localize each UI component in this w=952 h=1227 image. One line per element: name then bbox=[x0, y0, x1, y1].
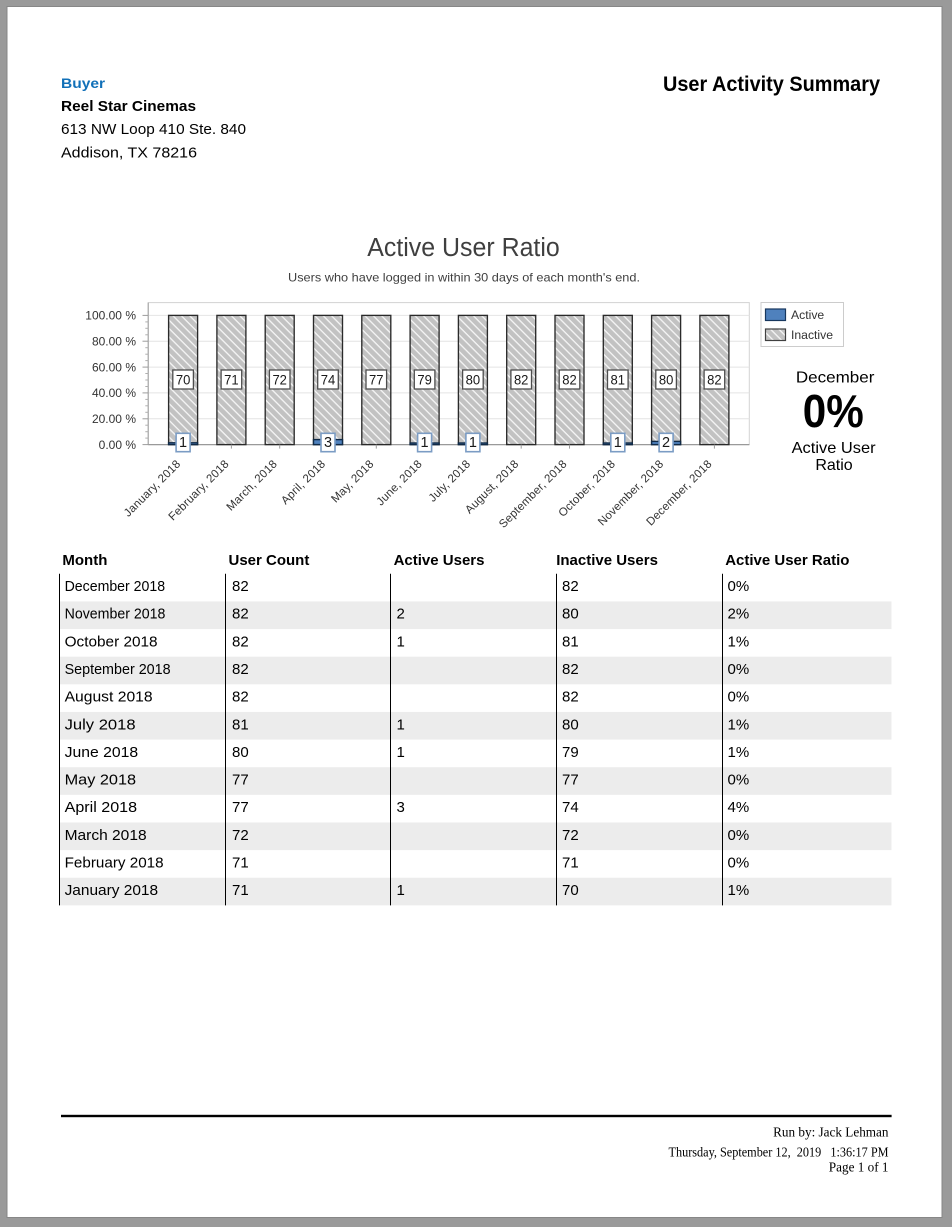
svg-text:1: 1 bbox=[614, 435, 622, 451]
svg-text:40.00 %: 40.00 % bbox=[92, 386, 136, 400]
svg-text:Active User Ratio: Active User Ratio bbox=[725, 552, 849, 569]
svg-text:82: 82 bbox=[232, 578, 249, 595]
svg-text:User Count: User Count bbox=[229, 552, 310, 569]
svg-text:November 2018: November 2018 bbox=[65, 606, 166, 623]
svg-text:0%: 0% bbox=[728, 827, 750, 844]
svg-text:82: 82 bbox=[562, 661, 579, 678]
svg-text:1: 1 bbox=[397, 633, 405, 650]
svg-text:1: 1 bbox=[469, 435, 477, 451]
svg-text:1%: 1% bbox=[728, 716, 750, 733]
svg-text:20.00 %: 20.00 % bbox=[92, 412, 136, 426]
svg-text:Buyer: Buyer bbox=[61, 75, 106, 91]
svg-text:82: 82 bbox=[562, 689, 579, 706]
svg-text:2: 2 bbox=[662, 435, 670, 451]
svg-text:0%: 0% bbox=[728, 578, 750, 595]
svg-text:60.00 %: 60.00 % bbox=[92, 360, 136, 374]
svg-text:3: 3 bbox=[397, 799, 405, 816]
svg-text:Reel Star Cinemas: Reel Star Cinemas bbox=[61, 98, 196, 115]
svg-text:82: 82 bbox=[232, 606, 249, 623]
svg-text:70: 70 bbox=[562, 882, 579, 899]
svg-text:70: 70 bbox=[176, 372, 191, 388]
svg-text:82: 82 bbox=[562, 578, 579, 595]
svg-text:82: 82 bbox=[232, 661, 249, 678]
svg-text:81: 81 bbox=[232, 716, 249, 733]
svg-text:71: 71 bbox=[232, 854, 249, 871]
svg-text:September 2018: September 2018 bbox=[65, 661, 171, 678]
svg-text:80: 80 bbox=[562, 716, 579, 733]
svg-text:71: 71 bbox=[224, 372, 239, 388]
svg-text:0%: 0% bbox=[728, 689, 750, 706]
svg-text:Users who have logged in withi: Users who have logged in within 30 days … bbox=[288, 271, 640, 285]
svg-text:Page 1 of 1: Page 1 of 1 bbox=[829, 1160, 889, 1175]
svg-text:72: 72 bbox=[272, 372, 287, 388]
svg-text:77: 77 bbox=[232, 772, 249, 789]
svg-text:December 2018: December 2018 bbox=[65, 578, 166, 595]
svg-text:January 2018: January 2018 bbox=[65, 882, 159, 899]
svg-text:2: 2 bbox=[397, 606, 405, 623]
svg-text:71: 71 bbox=[232, 882, 249, 899]
svg-text:82: 82 bbox=[232, 689, 249, 706]
svg-text:User Activity Summary: User Activity Summary bbox=[663, 73, 880, 96]
svg-text:4%: 4% bbox=[728, 799, 750, 816]
svg-text:Thursday, September 12, 2019: Thursday, September 12, 2019 1:36:17 PM bbox=[669, 1144, 889, 1159]
svg-text:Month: Month bbox=[62, 552, 107, 569]
svg-text:April 2018: April 2018 bbox=[65, 799, 138, 816]
svg-text:December: December bbox=[796, 370, 875, 387]
svg-text:1%: 1% bbox=[728, 882, 750, 899]
svg-text:Inactive Users: Inactive Users bbox=[556, 552, 658, 569]
svg-text:1%: 1% bbox=[728, 744, 750, 761]
svg-text:March 2018: March 2018 bbox=[65, 827, 147, 844]
svg-text:February 2018: February 2018 bbox=[65, 854, 164, 871]
svg-text:1: 1 bbox=[421, 435, 429, 451]
svg-text:80.00 %: 80.00 % bbox=[92, 334, 136, 348]
svg-text:82: 82 bbox=[514, 372, 529, 388]
svg-text:82: 82 bbox=[562, 372, 577, 388]
svg-text:79: 79 bbox=[417, 372, 432, 388]
svg-text:October 2018: October 2018 bbox=[65, 633, 158, 650]
svg-text:71: 71 bbox=[562, 854, 579, 871]
svg-text:0%: 0% bbox=[803, 385, 864, 437]
svg-text:72: 72 bbox=[562, 827, 579, 844]
svg-text:Addison, TX 78216: Addison, TX 78216 bbox=[61, 145, 197, 162]
svg-text:1: 1 bbox=[397, 744, 405, 761]
svg-text:77: 77 bbox=[562, 772, 579, 789]
svg-text:81: 81 bbox=[562, 633, 579, 650]
svg-text:Ratio: Ratio bbox=[815, 457, 852, 474]
svg-text:1: 1 bbox=[179, 435, 187, 451]
svg-text:Active Users: Active Users bbox=[394, 552, 485, 569]
svg-text:0%: 0% bbox=[728, 854, 750, 871]
svg-text:Active: Active bbox=[791, 308, 824, 322]
svg-text:79: 79 bbox=[562, 744, 579, 761]
svg-text:80: 80 bbox=[659, 372, 674, 388]
svg-text:80: 80 bbox=[562, 606, 579, 623]
svg-text:0%: 0% bbox=[728, 772, 750, 789]
svg-text:72: 72 bbox=[232, 827, 249, 844]
svg-text:613 NW Loop 410 Ste. 840: 613 NW Loop 410 Ste. 840 bbox=[61, 121, 246, 138]
svg-text:82: 82 bbox=[232, 633, 249, 650]
svg-text:80: 80 bbox=[232, 744, 249, 761]
svg-text:74: 74 bbox=[321, 372, 336, 388]
svg-text:Active User Ratio: Active User Ratio bbox=[367, 234, 560, 262]
svg-text:Inactive: Inactive bbox=[791, 328, 833, 342]
svg-text:3: 3 bbox=[324, 435, 332, 451]
svg-text:August 2018: August 2018 bbox=[65, 689, 153, 706]
svg-text:82: 82 bbox=[707, 372, 722, 388]
svg-text:Active User: Active User bbox=[792, 440, 877, 457]
svg-text:77: 77 bbox=[232, 799, 249, 816]
svg-text:1: 1 bbox=[397, 716, 405, 733]
svg-text:77: 77 bbox=[369, 372, 384, 388]
svg-text:Run by: Jack Lehman: Run by: Jack Lehman bbox=[773, 1125, 889, 1140]
svg-text:July 2018: July 2018 bbox=[65, 716, 136, 733]
svg-text:0.00 %: 0.00 % bbox=[99, 438, 137, 452]
svg-text:80: 80 bbox=[466, 372, 481, 388]
svg-text:May 2018: May 2018 bbox=[65, 772, 137, 789]
svg-text:2%: 2% bbox=[728, 606, 750, 623]
svg-text:1: 1 bbox=[397, 882, 405, 899]
svg-text:June 2018: June 2018 bbox=[65, 744, 139, 761]
svg-text:81: 81 bbox=[611, 372, 626, 388]
svg-text:100.00 %: 100.00 % bbox=[85, 309, 136, 323]
svg-text:1%: 1% bbox=[728, 633, 750, 650]
svg-text:0%: 0% bbox=[728, 661, 750, 678]
svg-text:74: 74 bbox=[562, 799, 579, 816]
